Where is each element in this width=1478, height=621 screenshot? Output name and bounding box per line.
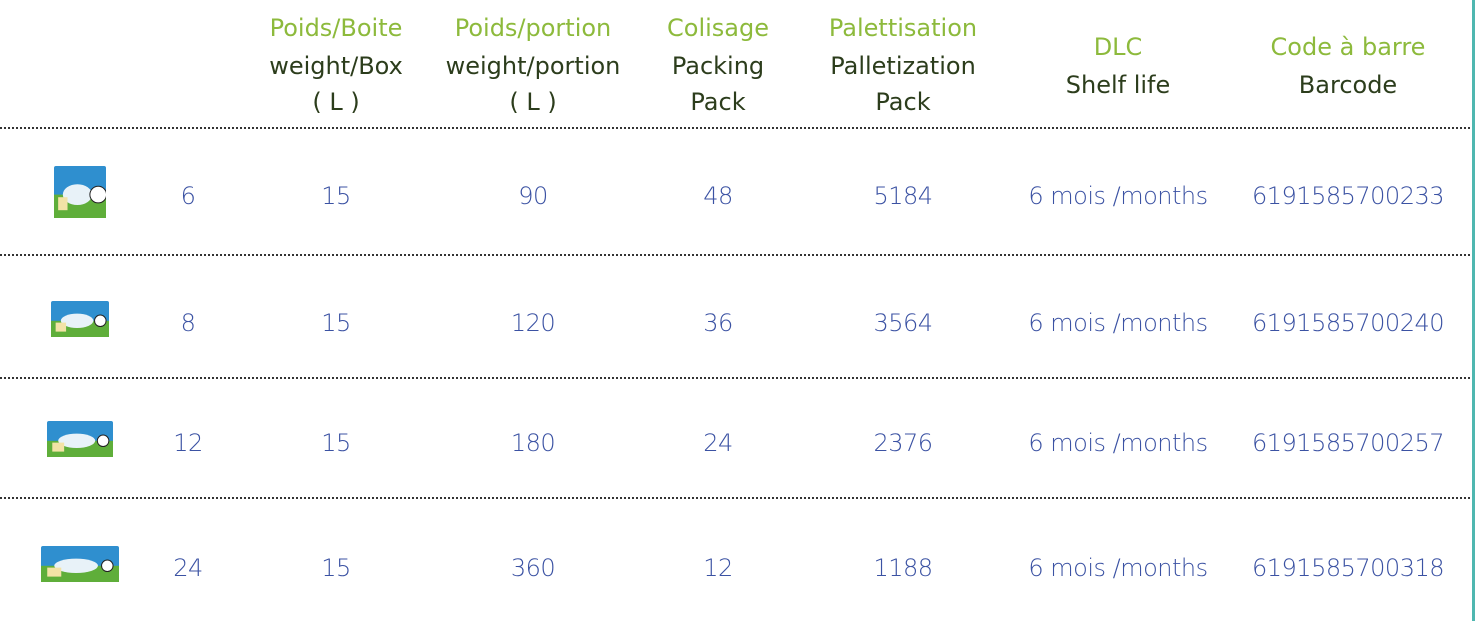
cell: 6191585700257 xyxy=(1251,429,1445,457)
header-text: Code à barre xyxy=(1270,33,1426,61)
cell: 8 xyxy=(180,309,196,337)
header-text: Pack xyxy=(875,88,931,116)
header-text: DLC xyxy=(1093,33,1143,61)
cell: 3564 xyxy=(873,309,933,337)
product-image xyxy=(51,301,109,337)
product-image xyxy=(54,166,106,218)
cell: 15 xyxy=(321,309,351,337)
cell: 6191585700240 xyxy=(1251,309,1445,337)
header-text: ( L ) xyxy=(509,88,557,116)
header-text: Poids/portion xyxy=(454,14,612,42)
cell: 6191585700318 xyxy=(1251,554,1445,582)
cell: 15 xyxy=(321,182,351,210)
cell: 15 xyxy=(321,554,351,582)
cell: 36 xyxy=(703,309,733,337)
cell: 6 mois /months xyxy=(1028,309,1208,337)
cell: 24 xyxy=(173,554,203,582)
header-text: Packing xyxy=(671,52,765,80)
header-text: Poids/Boite xyxy=(269,14,403,42)
cell: 1188 xyxy=(873,554,933,582)
row-divider xyxy=(0,497,1470,499)
product-image xyxy=(47,421,113,457)
cell: 360 xyxy=(510,554,556,582)
header-text: Pack xyxy=(690,88,746,116)
header-text: Barcode xyxy=(1298,71,1398,99)
cell: 24 xyxy=(703,429,733,457)
cell: 6 xyxy=(180,182,196,210)
cell: 15 xyxy=(321,429,351,457)
header-text: ( L ) xyxy=(312,88,360,116)
edge-line xyxy=(1472,0,1475,621)
cell: 2376 xyxy=(873,429,933,457)
cell: 6 mois /months xyxy=(1028,182,1208,210)
cell: 90 xyxy=(518,182,548,210)
cell: 12 xyxy=(173,429,203,457)
header-text: Shelf life xyxy=(1065,71,1171,99)
header-text: Palettisation xyxy=(828,14,978,42)
row-divider xyxy=(0,254,1470,256)
cell: 120 xyxy=(510,309,556,337)
cell: 5184 xyxy=(873,182,933,210)
header-text: weight/Box xyxy=(269,52,403,80)
cell: 12 xyxy=(703,554,733,582)
cell: 48 xyxy=(703,182,733,210)
header-text: weight/portion xyxy=(445,52,621,80)
header-text: Colisage xyxy=(667,14,769,42)
product-image xyxy=(41,546,119,582)
row-divider xyxy=(0,377,1470,379)
cell: 6 mois /months xyxy=(1028,429,1208,457)
header-text: Palletization xyxy=(830,52,976,80)
row-divider xyxy=(0,127,1470,129)
cell: 6 mois /months xyxy=(1028,554,1208,582)
cell: 180 xyxy=(510,429,556,457)
cell: 6191585700233 xyxy=(1251,182,1445,210)
